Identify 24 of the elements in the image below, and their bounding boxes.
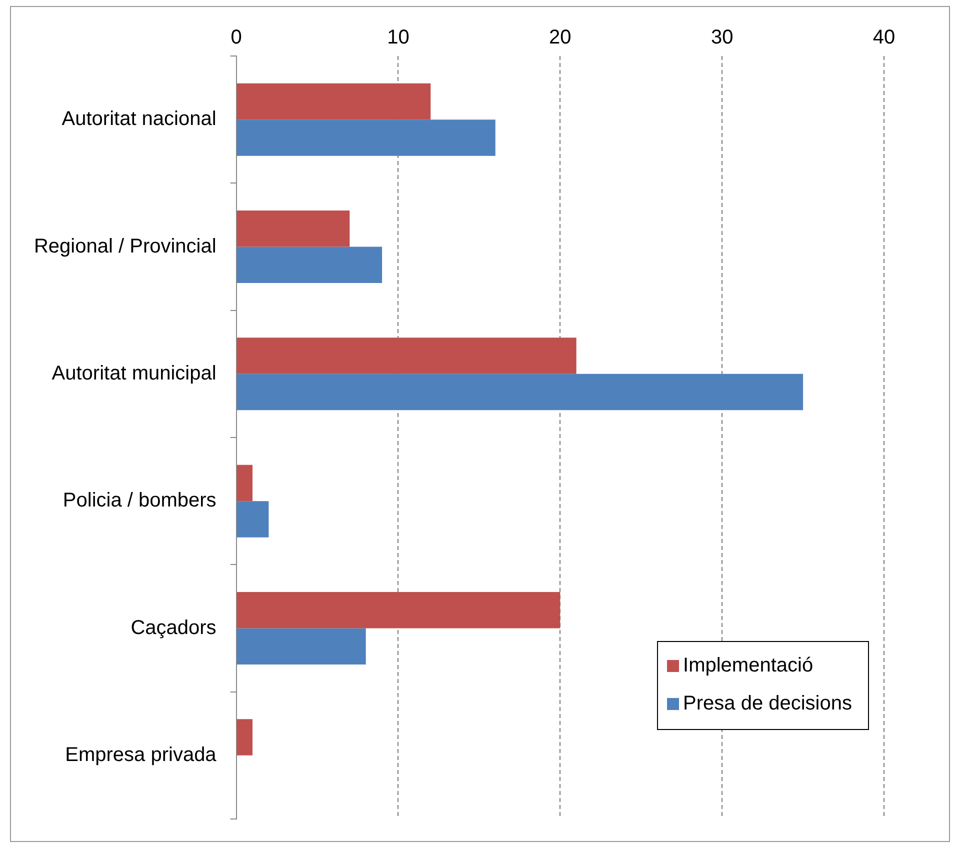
y-tick-label: Empresa privada bbox=[65, 744, 218, 766]
y-tick-label: Autoritat nacional bbox=[62, 108, 216, 130]
bar bbox=[236, 374, 804, 410]
y-tick-label: Autoritat municipal bbox=[52, 362, 216, 384]
bar bbox=[236, 719, 253, 756]
y-tick-label: Regional / Provincial bbox=[34, 235, 216, 258]
bar bbox=[236, 210, 350, 247]
bar bbox=[236, 592, 560, 628]
bar bbox=[236, 246, 382, 283]
y-tick-label: Policia / bombers bbox=[62, 490, 216, 512]
bar bbox=[236, 120, 496, 156]
bar bbox=[236, 628, 366, 664]
bar bbox=[236, 338, 576, 374]
bar bbox=[236, 501, 269, 538]
bar bbox=[236, 464, 253, 502]
legend-label: Implementació bbox=[683, 654, 814, 677]
bar bbox=[236, 83, 431, 120]
x-tick-label: 20 bbox=[549, 26, 572, 49]
x-tick-label: 30 bbox=[710, 26, 734, 49]
x-tick-label: 0 bbox=[230, 26, 242, 49]
x-tick-label: 10 bbox=[387, 26, 410, 49]
y-tick-label: Caçadors bbox=[130, 616, 216, 639]
x-tick-label: 40 bbox=[872, 26, 896, 49]
legend-label: Presa de decisions bbox=[683, 692, 852, 715]
